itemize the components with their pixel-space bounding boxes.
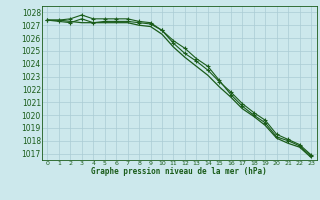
X-axis label: Graphe pression niveau de la mer (hPa): Graphe pression niveau de la mer (hPa): [91, 167, 267, 176]
